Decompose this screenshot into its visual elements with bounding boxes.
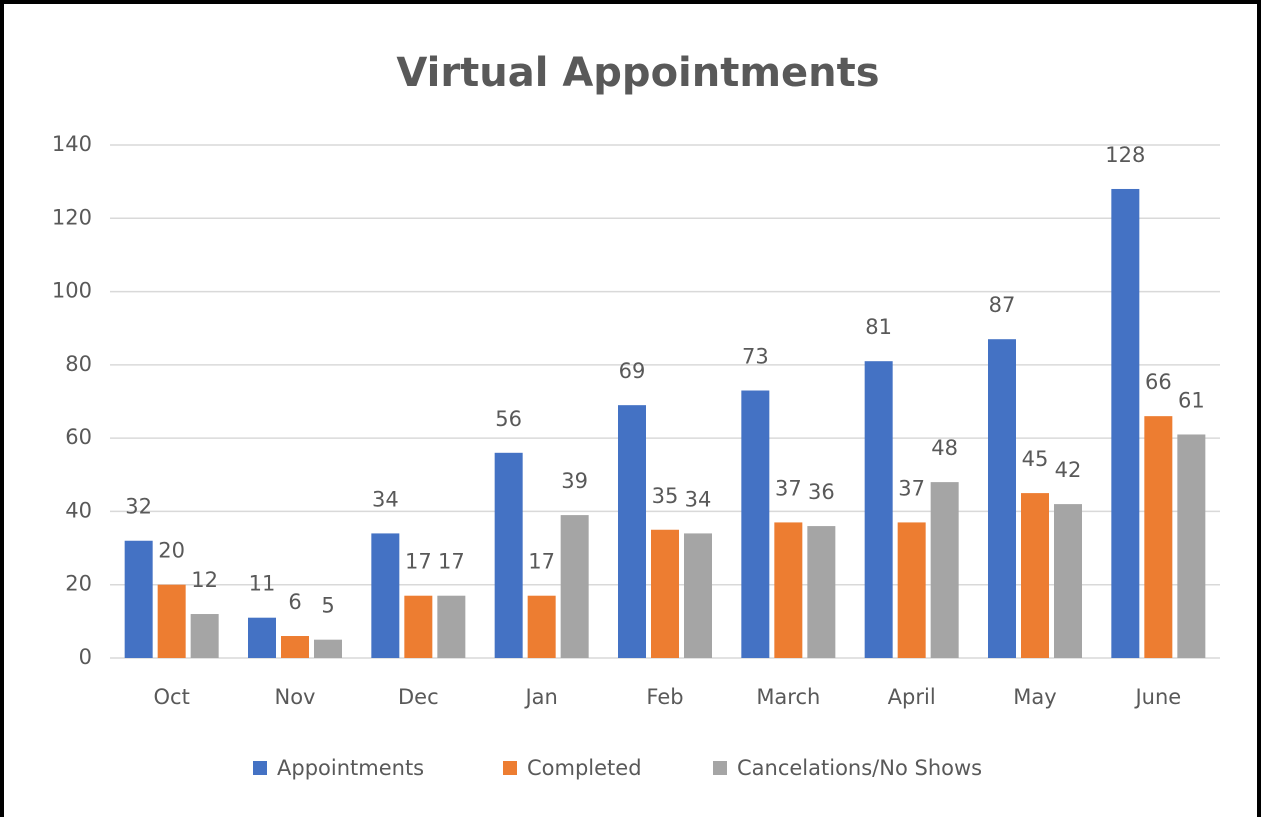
- bar: [618, 405, 646, 658]
- data-label: 69: [619, 359, 646, 383]
- bar: [124, 540, 153, 658]
- data-label: 32: [125, 495, 152, 519]
- legend-swatch: [253, 761, 267, 775]
- bar: [1054, 504, 1082, 658]
- data-label: 12: [191, 568, 218, 592]
- legend-swatch: [713, 761, 727, 775]
- data-label: 20: [158, 539, 185, 563]
- bar: [560, 515, 589, 658]
- x-tick-label: March: [756, 685, 820, 709]
- x-tick-label: Jan: [523, 685, 557, 709]
- x-tick-label: June: [1133, 685, 1181, 709]
- legend-swatch: [503, 761, 517, 775]
- x-tick-label: April: [888, 685, 936, 709]
- y-tick-label: 120: [52, 205, 92, 229]
- data-label: 34: [685, 487, 712, 511]
- bar: [314, 639, 342, 658]
- bar: [1144, 416, 1173, 658]
- data-label: 42: [1055, 458, 1082, 482]
- data-label: 35: [652, 484, 679, 508]
- data-label: 36: [808, 480, 835, 504]
- data-label: 17: [438, 550, 465, 574]
- bar: [930, 482, 959, 658]
- x-tick-label: Dec: [398, 685, 439, 709]
- bar: [1177, 434, 1206, 658]
- legend-label: Cancelations/No Shows: [737, 756, 982, 780]
- data-label: 45: [1022, 447, 1049, 471]
- data-label: 17: [405, 550, 432, 574]
- data-label: 34: [372, 487, 399, 511]
- bar: [774, 522, 803, 658]
- data-label: 17: [528, 550, 555, 574]
- x-tick-label: Oct: [154, 685, 190, 709]
- data-label: 5: [321, 594, 334, 618]
- bar: [741, 390, 770, 658]
- data-label: 73: [742, 345, 769, 369]
- bar: [864, 361, 893, 658]
- bar: [157, 584, 186, 658]
- bar: [897, 522, 926, 658]
- x-tick-label: May: [1013, 685, 1056, 709]
- data-label: 11: [249, 572, 276, 596]
- data-label: 66: [1145, 370, 1172, 394]
- data-label: 128: [1105, 143, 1145, 167]
- bar: [1021, 493, 1049, 658]
- legend-label: Appointments: [277, 756, 424, 780]
- bar: [404, 595, 433, 658]
- bar: [437, 595, 466, 658]
- bar: [527, 595, 556, 658]
- bar: [494, 452, 523, 658]
- data-label: 37: [898, 476, 925, 500]
- bar: [988, 339, 1016, 658]
- bar: [281, 636, 309, 658]
- data-label: 37: [775, 476, 802, 500]
- legend-label: Completed: [527, 756, 642, 780]
- y-tick-label: 20: [65, 572, 92, 596]
- bar: [248, 617, 276, 658]
- data-label: 61: [1178, 388, 1205, 412]
- data-label: 48: [931, 436, 958, 460]
- chart-title: Virtual Appointments: [396, 50, 879, 96]
- x-tick-label: Feb: [646, 685, 683, 709]
- data-label: 56: [495, 407, 522, 431]
- data-label: 87: [989, 293, 1016, 317]
- bar: [807, 526, 836, 658]
- data-label: 81: [865, 315, 892, 339]
- bar: [651, 529, 679, 658]
- y-tick-label: 140: [52, 132, 92, 156]
- y-tick-label: 0: [79, 645, 92, 669]
- y-tick-label: 80: [65, 352, 92, 376]
- y-tick-label: 60: [65, 425, 92, 449]
- data-label: 6: [288, 590, 301, 614]
- data-label: 39: [561, 469, 588, 493]
- bar: [190, 614, 219, 658]
- bar: [371, 533, 400, 658]
- bar: [684, 533, 712, 658]
- bar: [1111, 188, 1140, 658]
- x-tick-label: Nov: [275, 685, 316, 709]
- y-tick-label: 40: [65, 498, 92, 522]
- y-tick-label: 100: [52, 279, 92, 303]
